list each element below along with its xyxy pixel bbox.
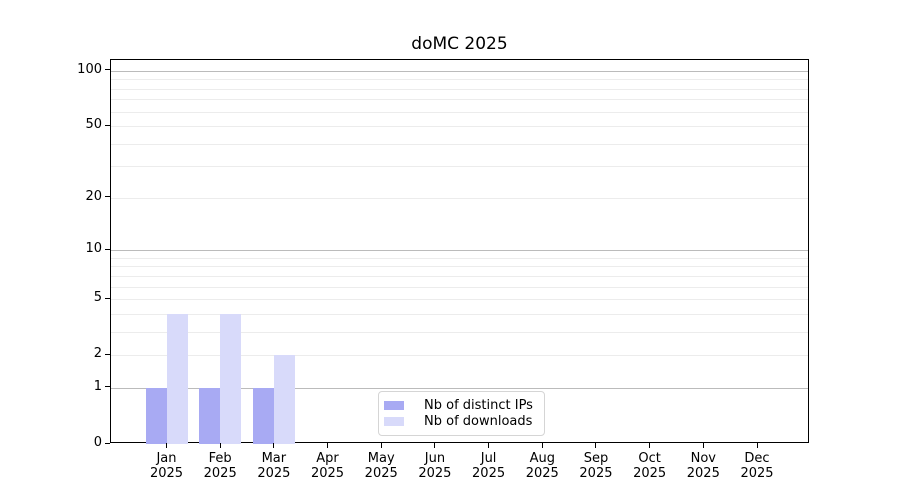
x-tick-label: Apr 2025 bbox=[310, 451, 345, 481]
gridline-minor bbox=[111, 79, 808, 81]
gridline-minor bbox=[111, 197, 808, 199]
bar-downloads bbox=[220, 313, 242, 444]
x-tick-mark bbox=[488, 443, 490, 448]
y-tick-mark bbox=[105, 386, 110, 388]
gridline-minor bbox=[111, 88, 808, 90]
gridline-minor bbox=[111, 299, 808, 301]
x-tick-mark bbox=[327, 443, 329, 448]
chart-title: doMC 2025 bbox=[411, 34, 508, 54]
gridline-minor bbox=[111, 355, 808, 357]
x-tick-label: May 2025 bbox=[364, 451, 398, 481]
x-tick-label: Dec 2025 bbox=[740, 451, 774, 481]
legend-swatch-downloads bbox=[384, 416, 404, 427]
gridline-minor bbox=[111, 286, 808, 288]
y-tick-label: 100 bbox=[77, 61, 102, 77]
x-tick-mark bbox=[595, 443, 597, 448]
bar-downloads bbox=[273, 355, 295, 444]
x-tick-mark bbox=[756, 443, 758, 448]
x-tick-label: Jan 2025 bbox=[149, 451, 184, 481]
bar-distinct-ips bbox=[145, 387, 167, 444]
bar-distinct-ips bbox=[199, 387, 221, 444]
x-tick-label: Aug 2025 bbox=[525, 451, 559, 481]
x-tick-mark bbox=[434, 443, 436, 448]
y-tick-mark bbox=[105, 353, 110, 355]
legend-item-downloads: Nb of downloads bbox=[384, 414, 544, 430]
x-tick-mark bbox=[219, 443, 221, 448]
x-tick-label: Oct 2025 bbox=[633, 451, 667, 481]
y-tick-label: 1 bbox=[93, 378, 102, 394]
legend-item-distinct-ips: Nb of distinct IPs bbox=[384, 398, 544, 414]
gridline-minor bbox=[111, 99, 808, 101]
x-tick-mark bbox=[273, 443, 275, 448]
legend-label-downloads: Nb of downloads bbox=[424, 414, 533, 429]
gridline-minor bbox=[111, 331, 808, 333]
bar-downloads bbox=[166, 313, 188, 444]
y-tick-mark bbox=[105, 442, 110, 444]
gridline-minor bbox=[111, 166, 808, 168]
x-tick-label: Feb 2025 bbox=[203, 451, 237, 481]
gridline-major bbox=[111, 70, 808, 72]
y-tick-label: 10 bbox=[85, 241, 102, 257]
x-tick-label: Mar 2025 bbox=[257, 451, 291, 481]
plot-area bbox=[110, 59, 809, 444]
x-tick-mark bbox=[380, 443, 382, 448]
legend-swatch-distinct-ips bbox=[384, 400, 404, 411]
y-tick-mark bbox=[105, 248, 110, 250]
x-tick-mark bbox=[541, 443, 543, 448]
x-tick-label: Jun 2025 bbox=[418, 451, 452, 481]
gridline-minor bbox=[111, 257, 808, 259]
y-tick-label: 50 bbox=[85, 117, 102, 133]
x-tick-mark bbox=[166, 443, 167, 448]
y-tick-label: 0 bbox=[93, 435, 102, 450]
gridline-major bbox=[111, 250, 808, 252]
y-tick-mark bbox=[105, 297, 110, 299]
gridline-minor bbox=[111, 126, 808, 128]
y-tick-mark bbox=[105, 69, 110, 71]
y-tick-mark bbox=[105, 196, 110, 198]
y-tick-label: 20 bbox=[85, 188, 102, 204]
gridline-major bbox=[111, 387, 808, 389]
bar-distinct-ips bbox=[252, 387, 274, 444]
gridline-minor bbox=[111, 143, 808, 145]
x-tick-label: Jul 2025 bbox=[472, 451, 506, 481]
x-tick-label: Sep 2025 bbox=[579, 451, 613, 481]
gridline-minor bbox=[111, 275, 808, 277]
legend: Nb of distinct IPs Nb of downloads bbox=[378, 391, 545, 436]
gridline-minor bbox=[111, 313, 808, 315]
x-tick-mark bbox=[649, 443, 651, 448]
y-tick-mark bbox=[105, 124, 110, 126]
x-tick-mark bbox=[702, 443, 704, 448]
y-tick-label: 2 bbox=[93, 346, 102, 362]
x-tick-label: Nov 2025 bbox=[686, 451, 720, 481]
gridline-minor bbox=[111, 111, 808, 113]
y-tick-label: 5 bbox=[93, 290, 102, 306]
gridline-minor bbox=[111, 266, 808, 268]
legend-label-distinct-ips: Nb of distinct IPs bbox=[424, 398, 533, 413]
